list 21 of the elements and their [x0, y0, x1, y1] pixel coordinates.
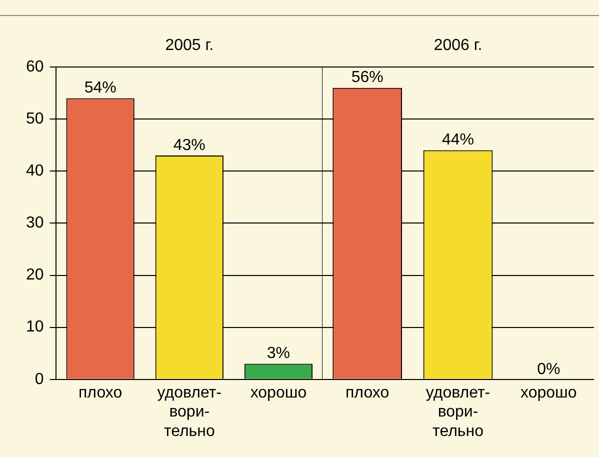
- chart-title: 2005 г.: [165, 37, 214, 54]
- y-tick-label: 20: [26, 266, 44, 284]
- x-tick-label: плохо: [346, 384, 390, 402]
- chart-title: 2006 г.: [434, 37, 482, 54]
- data-label: 3%: [266, 345, 290, 362]
- y-tick-label: 10: [26, 318, 44, 336]
- y-tick-label: 40: [26, 162, 44, 180]
- y-tick-label: 0: [34, 370, 44, 388]
- x-tick-label: плохо: [78, 384, 122, 402]
- x-tick-label: хорошо: [520, 384, 577, 402]
- data-label: 56%: [351, 69, 384, 86]
- x-tick-label: удовлет- вори- тельно: [157, 384, 222, 440]
- y-tick-label: 50: [26, 110, 44, 128]
- data-label: 0%: [537, 360, 560, 378]
- data-label: 43%: [173, 136, 206, 154]
- data-label: 54%: [84, 80, 116, 97]
- data-label: 44%: [442, 132, 474, 149]
- y-tick-label: 60: [26, 58, 44, 76]
- y-tick-label: 30: [26, 214, 44, 232]
- x-tick-label: хорошо: [250, 384, 307, 402]
- x-tick-label: удовлет- вори- тельно: [426, 384, 490, 440]
